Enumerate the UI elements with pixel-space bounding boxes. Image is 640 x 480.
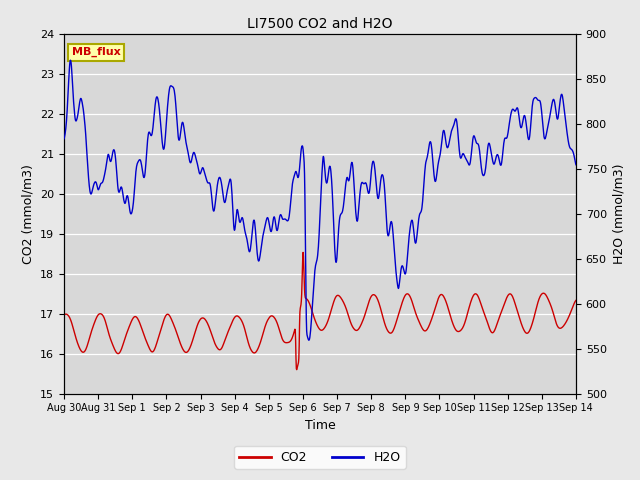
Title: LI7500 CO2 and H2O: LI7500 CO2 and H2O: [247, 17, 393, 31]
Y-axis label: H2O (mmol/m3): H2O (mmol/m3): [612, 163, 625, 264]
X-axis label: Time: Time: [305, 419, 335, 432]
Text: MB_flux: MB_flux: [72, 47, 120, 58]
Y-axis label: CO2 (mmol/m3): CO2 (mmol/m3): [22, 164, 35, 264]
Legend: CO2, H2O: CO2, H2O: [234, 446, 406, 469]
